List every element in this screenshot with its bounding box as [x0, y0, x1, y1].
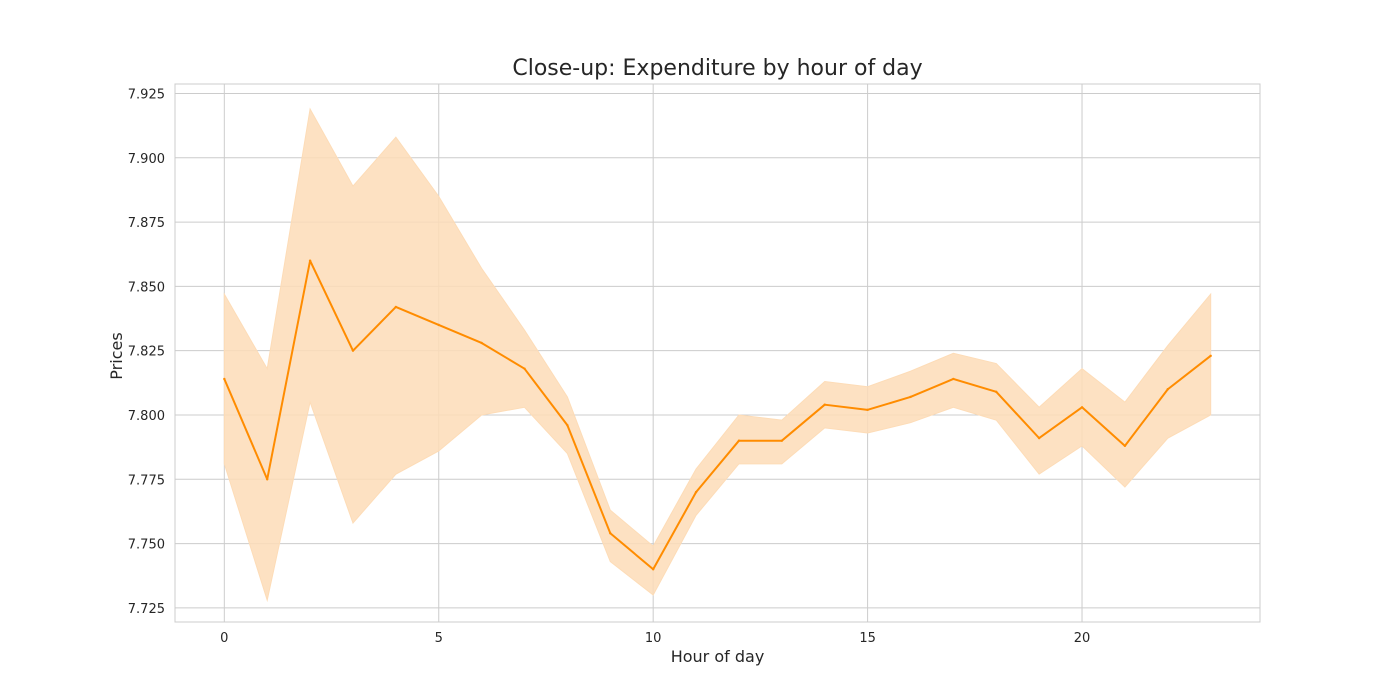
data-point [1123, 444, 1127, 448]
data-point [223, 377, 226, 381]
plot-frame [174, 83, 1261, 623]
chart-title: Close-up: Expenditure by hour of day [512, 56, 922, 81]
data-point [1037, 436, 1041, 440]
confidence-band [223, 107, 1212, 603]
data-point [437, 323, 440, 327]
data-point [351, 349, 355, 352]
x-tick-label: 20 [1074, 631, 1091, 646]
data-point [780, 439, 784, 442]
data-point [952, 377, 955, 381]
data-point [566, 424, 569, 427]
data-point [995, 390, 998, 394]
y-tick-label: 7.850 [128, 280, 165, 295]
x-tick-label: 10 [645, 631, 662, 646]
data-point [909, 395, 912, 399]
y-tick-label: 7.825 [128, 345, 165, 360]
y-tick-label: 7.875 [128, 216, 165, 231]
data-point [866, 408, 869, 412]
y-tick-labels: 7.725 7.750 7.775 7.800 7.825 7.850 7.875 7.900… [128, 88, 165, 617]
data-point [1080, 406, 1084, 409]
y-tick-label: 7.725 [128, 602, 165, 617]
data-points [223, 259, 1212, 571]
data-point [694, 490, 698, 494]
data-point [609, 532, 612, 535]
series-line [223, 259, 1212, 571]
y-axis-label: Prices [107, 332, 126, 379]
data-point [1209, 354, 1212, 358]
x-axis-label: Hour of day [671, 647, 765, 666]
y-tick-label: 7.775 [128, 473, 165, 488]
data-point [1166, 388, 1169, 391]
data-point [266, 478, 269, 481]
x-tick-label: 5 [435, 631, 443, 646]
data-point [394, 305, 398, 309]
y-tick-label: 7.925 [128, 88, 165, 103]
x-grid-lines [223, 84, 1083, 622]
y-tick-label: 7.900 [128, 152, 165, 167]
y-tick-label: 7.800 [128, 409, 165, 424]
data-point [651, 568, 655, 571]
x-tick-labels: 0 5 10 15 20 [220, 631, 1090, 646]
data-point [480, 341, 483, 345]
data-point [737, 439, 741, 442]
data-point [823, 403, 826, 406]
data-point [308, 259, 312, 262]
x-tick-label: 15 [859, 631, 876, 646]
data-point [523, 367, 526, 370]
y-tick-label: 7.750 [128, 538, 165, 553]
x-tick-label: 0 [220, 631, 228, 646]
